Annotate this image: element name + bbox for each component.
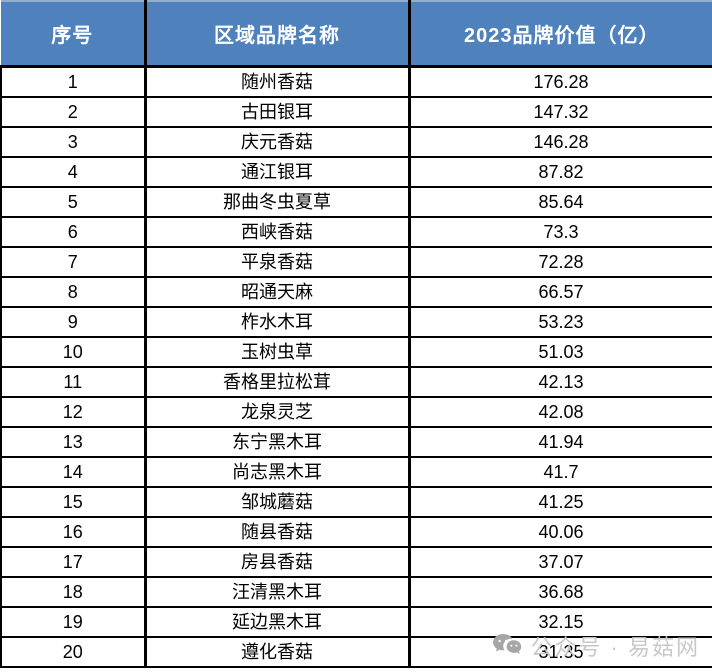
rank-cell: 10 — [0, 337, 145, 368]
rank-cell: 2 — [0, 97, 145, 128]
rank-cell: 17 — [0, 547, 145, 578]
brand-value-cell: 147.32 — [407, 97, 712, 128]
table-row: 12 龙泉灵芝 42.08 — [0, 397, 712, 428]
brand-value-cell: 66.57 — [407, 277, 712, 308]
brand-value-cell: 53.23 — [407, 307, 712, 338]
brand-name-cell: 庆元香菇 — [143, 127, 409, 158]
table-row: 7 平泉香菇 72.28 — [0, 247, 712, 278]
brand-name-cell: 房县香菇 — [143, 547, 409, 578]
brand-name-cell: 玉树虫草 — [143, 337, 409, 368]
rank-cell: 15 — [0, 487, 145, 518]
rank-cell: 7 — [0, 247, 145, 278]
brand-name-cell: 那曲冬虫夏草 — [143, 187, 409, 218]
rank-cell: 9 — [0, 307, 145, 338]
brand-value-cell: 73.3 — [407, 217, 712, 248]
header-rank: 序号 — [1, 0, 145, 68]
table-body: 1 随州香菇 176.28 2 古田银耳 147.32 3 庆元香菇 146.28 4 通江银耳 87… — [0, 66, 712, 668]
brand-name-cell: 柞水木耳 — [143, 307, 409, 338]
table-row: 9 柞水木耳 53.23 — [0, 307, 712, 338]
brand-name-cell: 随州香菇 — [143, 66, 409, 98]
rank-cell: 18 — [0, 577, 145, 608]
brand-name-cell: 延边黑木耳 — [143, 607, 409, 638]
table-row: 10 玉树虫草 51.03 — [0, 337, 712, 368]
brand-value-cell: 87.82 — [407, 157, 712, 188]
brand-value-cell: 42.13 — [407, 367, 712, 398]
brand-name-cell: 通江银耳 — [143, 157, 409, 188]
brand-value-cell: 31.35 — [407, 637, 712, 668]
table-header: 序号 区域品牌名称 2023品牌价值（亿） — [1, 0, 712, 68]
table-row: 11 香格里拉松茸 42.13 — [0, 367, 712, 398]
brand-name-cell: 随县香菇 — [143, 517, 409, 548]
brand-value-cell: 42.08 — [407, 397, 712, 428]
brand-name-cell: 昭通天麻 — [143, 277, 409, 308]
table-row: 18 汪清黑木耳 36.68 — [0, 577, 712, 608]
rank-cell: 3 — [0, 127, 145, 158]
table-row: 16 随县香菇 40.06 — [0, 517, 712, 548]
brand-name-cell: 邹城蘑菇 — [143, 487, 409, 518]
rank-cell: 11 — [0, 367, 145, 398]
brand-name-cell: 龙泉灵芝 — [143, 397, 409, 428]
table-row: 6 西峡香菇 73.3 — [0, 217, 712, 248]
rank-cell: 4 — [0, 157, 145, 188]
brand-name-cell: 古田银耳 — [143, 97, 409, 128]
brand-name-cell: 汪清黑木耳 — [143, 577, 409, 608]
brand-value-cell: 51.03 — [407, 337, 712, 368]
brand-value-cell: 72.28 — [407, 247, 712, 278]
table-row: 3 庆元香菇 146.28 — [0, 127, 712, 158]
brand-name-cell: 尚志黑木耳 — [143, 457, 409, 488]
header-brand-name: 区域品牌名称 — [143, 0, 409, 68]
rank-cell: 14 — [0, 457, 145, 488]
brand-value-cell: 41.25 — [407, 487, 712, 518]
brand-name-cell: 遵化香菇 — [143, 637, 409, 668]
brand-value-cell: 40.06 — [407, 517, 712, 548]
rank-cell: 8 — [0, 277, 145, 308]
brand-name-cell: 平泉香菇 — [143, 247, 409, 278]
brand-name-cell: 西峡香菇 — [143, 217, 409, 248]
table-row: 17 房县香菇 37.07 — [0, 547, 712, 578]
brand-name-cell: 香格里拉松茸 — [143, 367, 409, 398]
rank-cell: 12 — [0, 397, 145, 428]
rank-cell: 19 — [0, 607, 145, 638]
header-brand-value: 2023品牌价值（亿） — [407, 0, 712, 68]
rank-cell: 13 — [0, 427, 145, 458]
table-row: 15 邹城蘑菇 41.25 — [0, 487, 712, 518]
table-row: 13 东宁黑木耳 41.94 — [0, 427, 712, 458]
brand-value-cell: 41.7 — [407, 457, 712, 488]
rank-cell: 20 — [0, 637, 145, 668]
table-row: 20 遵化香菇 31.35 — [0, 637, 712, 668]
brand-value-cell: 37.07 — [407, 547, 712, 578]
rank-cell: 5 — [0, 187, 145, 218]
brand-value-cell: 85.64 — [407, 187, 712, 218]
brand-value-cell: 176.28 — [407, 66, 712, 98]
brand-value-cell: 32.15 — [407, 607, 712, 638]
table-row: 19 延边黑木耳 32.15 — [0, 607, 712, 638]
brand-value-cell: 146.28 — [407, 127, 712, 158]
rank-cell: 1 — [0, 66, 145, 98]
brand-value-cell: 41.94 — [407, 427, 712, 458]
table-row: 14 尚志黑木耳 41.7 — [0, 457, 712, 488]
table-row: 2 古田银耳 147.32 — [0, 97, 712, 128]
rank-cell: 16 — [0, 517, 145, 548]
brand-name-cell: 东宁黑木耳 — [143, 427, 409, 458]
brand-value-cell: 36.68 — [407, 577, 712, 608]
table-row: 1 随州香菇 176.28 — [0, 66, 712, 98]
rank-cell: 6 — [0, 217, 145, 248]
table-row: 4 通江银耳 87.82 — [0, 157, 712, 188]
header-row: 序号 区域品牌名称 2023品牌价值（亿） — [1, 0, 712, 68]
table-row: 5 那曲冬虫夏草 85.64 — [0, 187, 712, 218]
table-row: 8 昭通天麻 66.57 — [0, 277, 712, 308]
